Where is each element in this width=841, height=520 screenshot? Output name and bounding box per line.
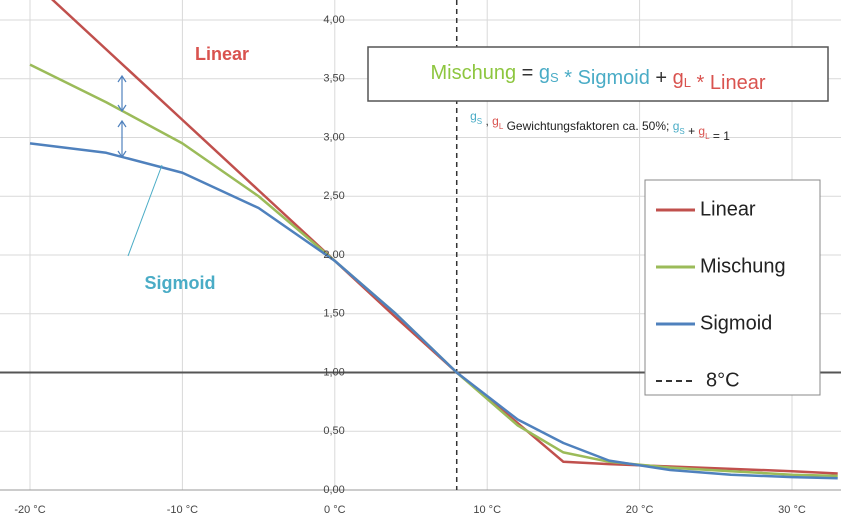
legend-box [644,179,821,396]
arrow-head [117,74,127,83]
x-tick-label: 30 °C [778,504,806,516]
legend-label: Mischung [700,255,786,277]
x-tick-label: -10 °C [167,504,198,516]
formula: Mischung = gS * Sigmoid + gL * Linear [430,62,765,94]
annotation: Linear [195,44,249,64]
series-line [29,142,838,480]
legend: Linear Mischung Sigmoid 8°C [656,198,786,391]
y-tick-label: 2,00 [323,249,344,261]
y-tick-label: 4,00 [323,14,344,26]
formula-subscript: S [550,70,559,85]
formula-subscript: L [684,75,691,90]
arrow-head [117,119,127,128]
legend-label: Linear [700,198,756,220]
note: gS , gL Gewichtungsfaktoren ca. 50%; gS … [470,109,730,143]
formula-part: Mischung [430,62,516,84]
formula-part: g [539,62,550,84]
x-tick-label: -20 °C [14,504,45,516]
plot-area [29,0,838,480]
y-tick-label: 1,50 [323,308,344,320]
formula-part: + [650,67,673,89]
formula-part: + [685,124,699,138]
formula-box [367,46,829,102]
x-tick-label: 0 °C [324,504,346,516]
series-line [29,63,838,478]
formula-subscript: S [477,117,482,126]
formula-part: * Linear [691,72,766,94]
formula-part: = 1 [710,129,731,143]
legend-label: 8°C [706,369,740,391]
x-tick-label: 20 °C [626,504,654,516]
formula-part: * Sigmoid [559,67,650,89]
formula-part: g [470,109,477,123]
formula-part: = [516,62,539,84]
annotation: Sigmoid [145,273,216,293]
legend-label: Sigmoid [700,312,772,334]
y-tick-label: 3,00 [323,131,344,143]
arrow-head [117,150,127,159]
pointer-line [127,164,163,257]
y-tick-label: 3,50 [323,73,344,85]
formula-part: g [673,119,680,133]
y-tick-label: 0,50 [323,425,344,437]
arrows [117,74,127,159]
formula-part: g [492,114,499,128]
formula-part: , [482,114,492,128]
y-tick-label: 2,50 [323,190,344,202]
formula-subscript: L [705,132,710,141]
arrow-head [117,104,127,113]
formula-part: g [673,67,684,89]
x-tick-label: 10 °C [473,504,501,516]
formula-subscript: S [679,127,684,136]
y-tick-label: 1,00 [323,366,344,378]
grid [0,0,841,491]
formula-subscript: L [499,122,504,131]
formula-part: Gewichtungsfaktoren ca. 50%; [503,119,672,133]
formula-part: g [698,124,705,138]
ticks: 0,00 0,50 1,00 1,50 2,00 2,50 3,00 3,50 4,00 -20 … [14,14,806,516]
y-tick-label: 0,00 [323,484,344,496]
